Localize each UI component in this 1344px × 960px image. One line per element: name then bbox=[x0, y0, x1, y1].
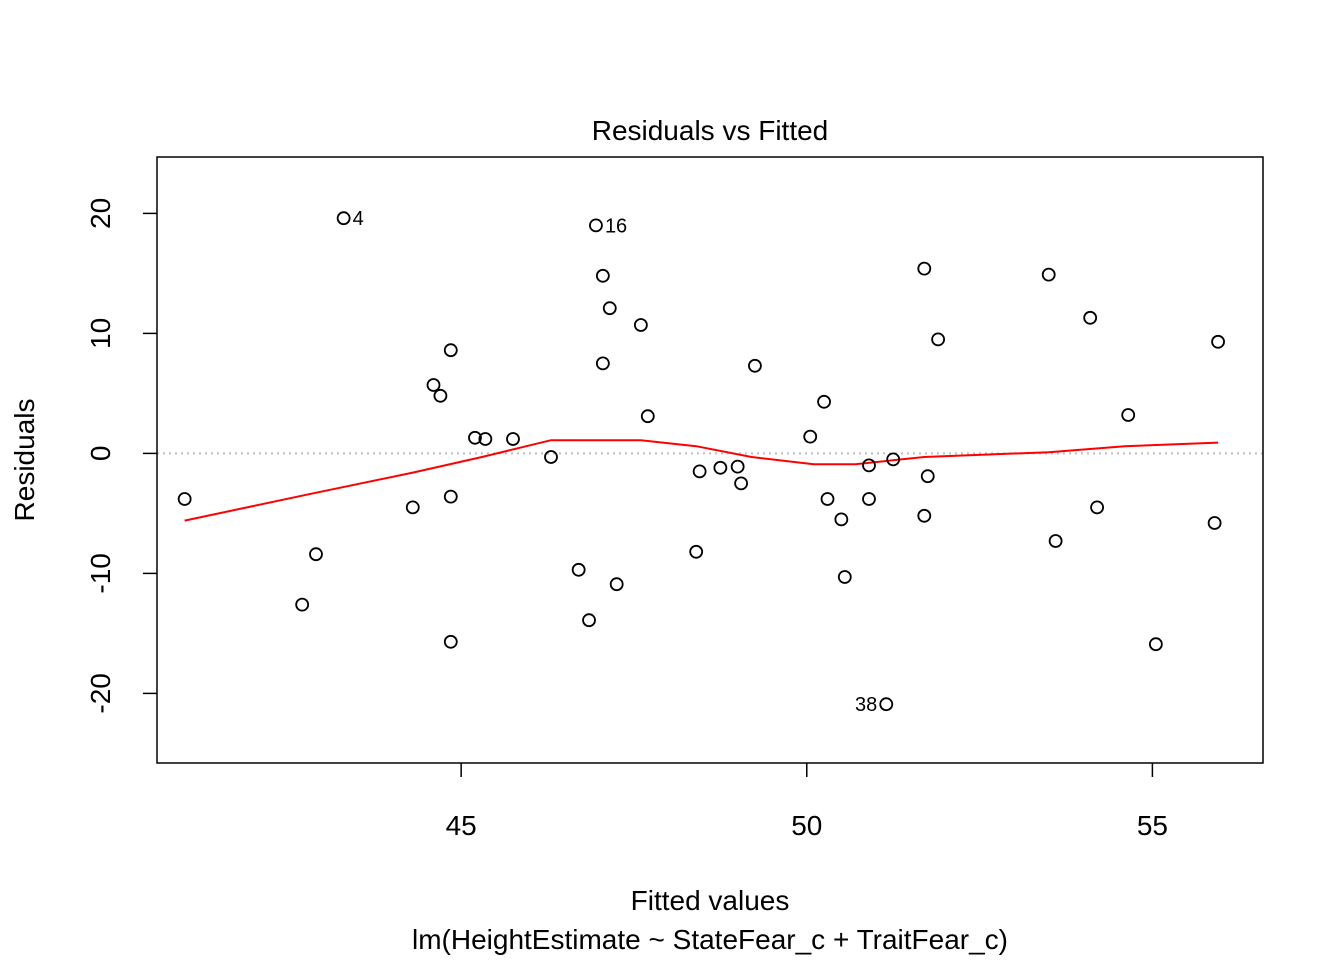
x-tick-label: 50 bbox=[791, 810, 822, 841]
data-point bbox=[1048, 534, 1063, 548]
chart-subtitle: lm(HeightEstimate ~ StateFear_c + TraitF… bbox=[412, 924, 1008, 955]
data-point bbox=[478, 432, 493, 446]
data-point bbox=[1041, 267, 1056, 282]
data-point bbox=[1083, 310, 1098, 325]
data-point bbox=[595, 356, 610, 371]
smoother-line bbox=[184, 439, 1219, 522]
data-point bbox=[571, 562, 586, 577]
data-point bbox=[734, 476, 749, 491]
data-point bbox=[834, 512, 849, 527]
chart-title: Residuals vs Fitted bbox=[592, 115, 829, 146]
data-point bbox=[640, 409, 655, 424]
y-tick-label: 10 bbox=[85, 318, 116, 349]
data-point bbox=[443, 489, 458, 504]
data-point bbox=[713, 460, 728, 475]
data-point bbox=[820, 492, 835, 506]
data-point bbox=[468, 430, 482, 445]
data-point bbox=[837, 570, 852, 584]
data-point bbox=[886, 452, 901, 467]
data-point bbox=[917, 508, 932, 523]
data-point bbox=[920, 469, 935, 484]
data-point bbox=[1090, 500, 1104, 515]
data-point bbox=[917, 261, 932, 276]
data-point bbox=[879, 697, 894, 712]
data-point bbox=[817, 394, 831, 409]
data-point bbox=[602, 301, 617, 316]
y-axis-label: Residuals bbox=[9, 399, 40, 522]
plot-area: 4 16 38 bbox=[157, 208, 1263, 716]
data-point bbox=[803, 429, 818, 444]
data-point bbox=[177, 492, 192, 506]
data-point bbox=[433, 388, 448, 403]
data-point bbox=[1121, 408, 1136, 422]
point-label: 38 bbox=[855, 694, 877, 716]
data-point bbox=[309, 547, 323, 562]
data-point bbox=[443, 343, 458, 358]
y-tick-label: 20 bbox=[85, 198, 116, 229]
data-point bbox=[730, 459, 745, 474]
data-point bbox=[609, 577, 624, 592]
data-point bbox=[589, 218, 603, 233]
data-point bbox=[689, 544, 704, 559]
y-tick-label: -20 bbox=[85, 673, 116, 713]
plot-frame bbox=[156, 156, 1264, 764]
data-point bbox=[405, 500, 420, 515]
y-tick-label: -10 bbox=[85, 553, 116, 593]
data-point bbox=[506, 432, 520, 446]
data-point bbox=[595, 268, 610, 283]
data-point bbox=[692, 464, 707, 479]
x-tick-label: 45 bbox=[446, 810, 477, 841]
data-point bbox=[295, 597, 310, 612]
data-point bbox=[1211, 334, 1225, 349]
data-point bbox=[582, 613, 596, 628]
x-axis-label: Fitted values bbox=[631, 885, 790, 916]
data-point bbox=[1207, 516, 1222, 530]
data-point bbox=[1148, 637, 1163, 652]
point-label: 4 bbox=[353, 208, 364, 230]
data-point bbox=[931, 332, 946, 347]
x-tick-label: 55 bbox=[1137, 810, 1168, 841]
data-point bbox=[426, 378, 441, 392]
data-point bbox=[862, 458, 876, 473]
data-point bbox=[862, 492, 876, 506]
data-point bbox=[633, 318, 648, 332]
data-point bbox=[443, 634, 458, 649]
y-tick-label: 0 bbox=[85, 446, 116, 462]
data-point bbox=[336, 211, 351, 226]
point-label: 16 bbox=[605, 215, 627, 237]
data-point bbox=[544, 450, 558, 464]
axes: 45 50 55 -20 -10 0 10 20 bbox=[85, 198, 1168, 841]
data-point bbox=[748, 358, 762, 373]
